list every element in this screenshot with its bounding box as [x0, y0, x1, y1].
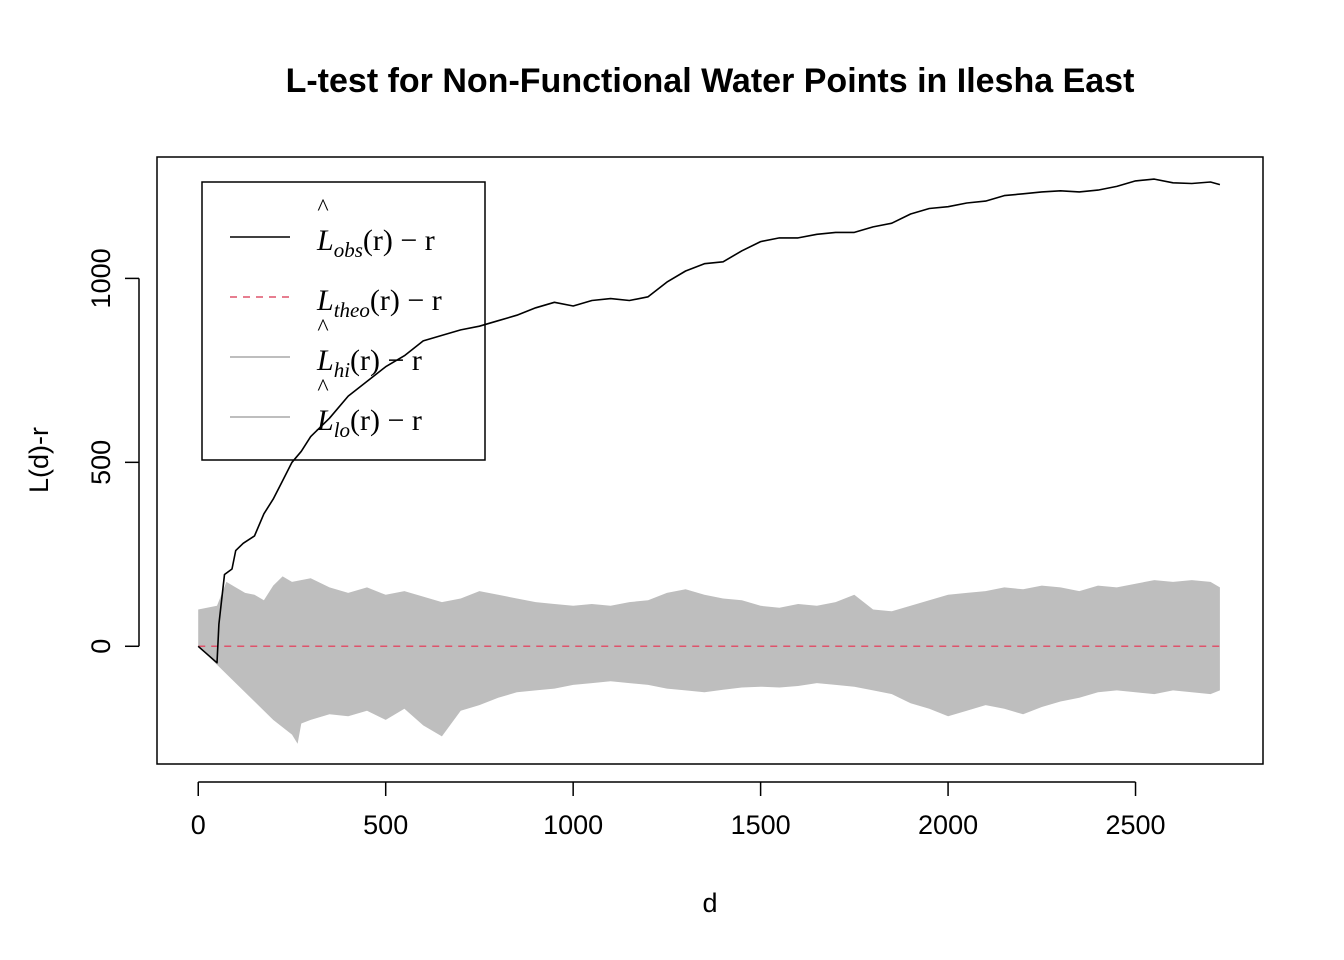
- legend-hat-obs: ^: [317, 195, 328, 221]
- x-tick-label: 2000: [918, 810, 978, 840]
- legend-label-theo: Ltheo(r) − r: [316, 284, 442, 322]
- x-tick-label: 500: [363, 810, 408, 840]
- y-tick-label: 0: [86, 639, 116, 654]
- y-tick-label: 500: [86, 440, 116, 485]
- y-axis: 0 500 1000: [86, 248, 140, 654]
- legend-hat-hi: ^: [317, 315, 328, 341]
- plot-frame: [156, 156, 1264, 765]
- legend-label-hi: Lhi(r) − r: [316, 344, 422, 382]
- x-tick-label: 1500: [731, 810, 791, 840]
- x-tick-label: 1000: [543, 810, 603, 840]
- chart-title: L-test for Non-Functional Water Points i…: [286, 62, 1135, 100]
- legend-hat-lo: ^: [317, 375, 328, 401]
- x-tick-label: 2500: [1105, 810, 1165, 840]
- legend-label-lo: Llo(r) − r: [316, 404, 422, 442]
- legend-label-obs: Lobs(r) − r: [316, 224, 435, 262]
- line-layer: [197, 178, 1221, 664]
- y-axis-label: L(d)-r: [24, 427, 54, 493]
- x-axis: 0 500 1000 1500 2000 2500: [191, 781, 1166, 840]
- y-tick-label: 1000: [86, 248, 116, 308]
- series-envelope-band: [198, 576, 1220, 744]
- legend-box: [201, 181, 486, 461]
- x-axis-label: d: [702, 888, 717, 918]
- series-obs-line: [197, 178, 1221, 664]
- band-layer: [198, 576, 1220, 744]
- x-tick-label: 0: [191, 810, 206, 840]
